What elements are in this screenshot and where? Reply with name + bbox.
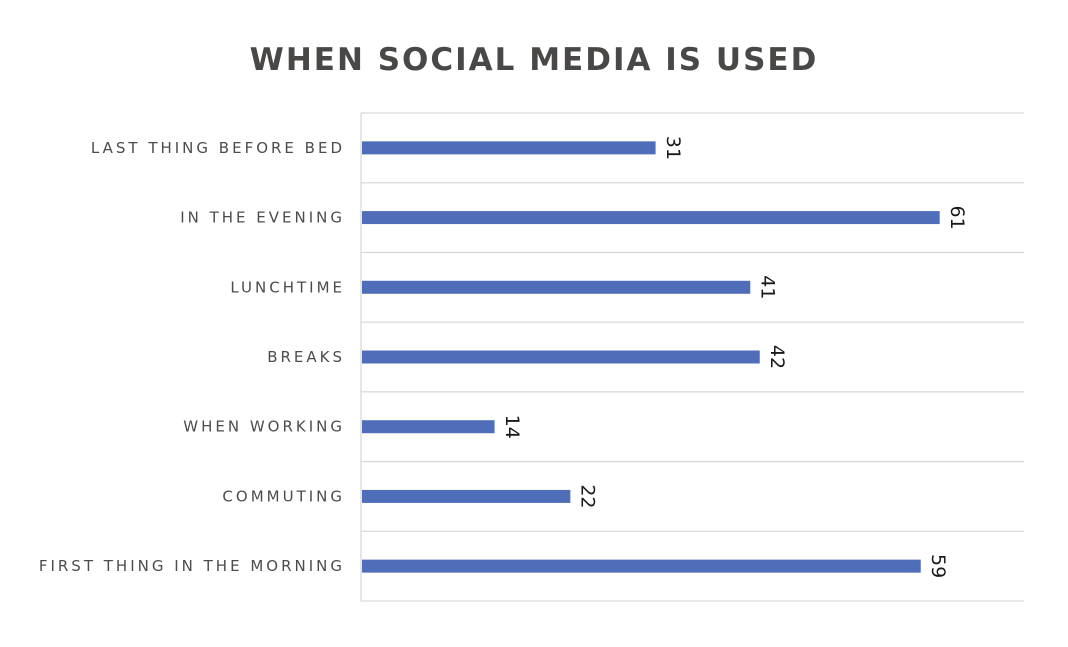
category-label: IN THE EVENING (180, 209, 345, 227)
bar (362, 141, 656, 155)
bar (362, 559, 921, 573)
bar (362, 211, 940, 225)
bar (362, 489, 571, 503)
category-label: COMMUTING (222, 487, 345, 505)
data-label: 41 (757, 275, 779, 299)
chart-title: WHEN SOCIAL MEDIA IS USED (249, 42, 819, 78)
data-labels: 31 61 41 42 14 22 59 (501, 136, 968, 578)
category-label: LAST THING BEFORE BED (91, 139, 345, 157)
data-label: 42 (766, 345, 788, 369)
category-label: LUNCHTIME (230, 278, 345, 296)
bar (362, 420, 495, 434)
bar (362, 350, 760, 364)
data-label: 22 (577, 484, 599, 508)
data-label: 14 (501, 415, 523, 439)
category-labels: LAST THING BEFORE BED IN THE EVENING LUNCH… (39, 139, 345, 575)
category-label: BREAKS (267, 348, 345, 366)
bars (362, 141, 940, 573)
bar (362, 280, 751, 294)
category-label: WHEN WORKING (183, 418, 345, 436)
gridlines (361, 112, 1024, 602)
data-label: 31 (662, 136, 684, 160)
data-label: 61 (946, 205, 968, 229)
data-label: 59 (927, 554, 949, 578)
category-label: FIRST THING IN THE MORNING (39, 557, 345, 575)
